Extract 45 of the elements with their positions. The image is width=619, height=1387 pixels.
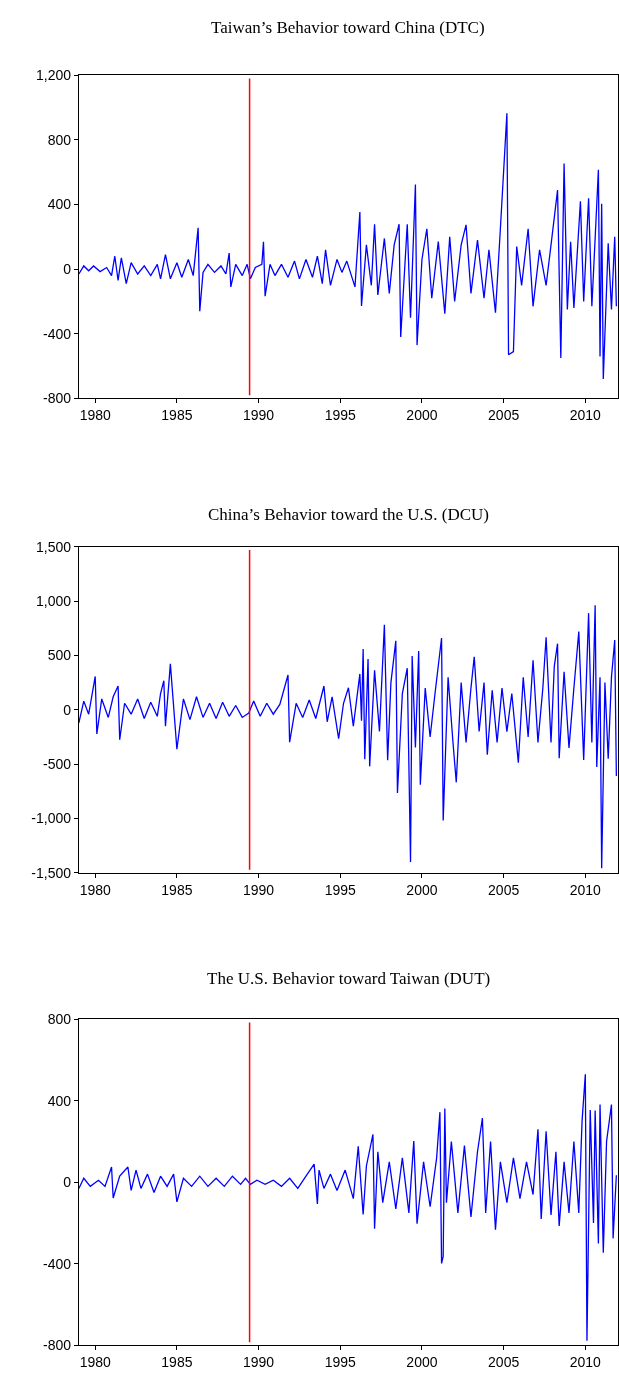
y-tick-label: -800 bbox=[43, 1337, 72, 1354]
x-tick-label: 2005 bbox=[488, 407, 520, 424]
chart-title: China’s Behavior toward the U.S. (DCU) bbox=[208, 505, 489, 524]
y-tick-label: -800 bbox=[43, 390, 72, 407]
y-tick-label: 400 bbox=[47, 196, 72, 213]
x-tick-label: 2005 bbox=[488, 881, 520, 898]
y-tick-label: 500 bbox=[47, 647, 72, 664]
y-tick-label: -500 bbox=[43, 756, 72, 773]
y-tick-label: -1,000 bbox=[31, 810, 72, 827]
x-tick-label: 1995 bbox=[324, 1354, 357, 1371]
line-series bbox=[78, 1073, 618, 1342]
x-tick-label: 1990 bbox=[243, 881, 275, 898]
x-tick-label: 1985 bbox=[161, 407, 193, 424]
x-tick-label: 1995 bbox=[324, 407, 357, 424]
y-tick-label: 800 bbox=[47, 131, 72, 148]
y-tick-label: 0 bbox=[63, 1174, 72, 1191]
y-tick-label: 400 bbox=[47, 1092, 72, 1109]
x-tick-label: 2010 bbox=[569, 881, 602, 898]
x-tick-label: 2000 bbox=[406, 881, 438, 898]
chart-title: The U.S. Behavior toward Taiwan (DUT) bbox=[207, 969, 491, 988]
line-series bbox=[78, 604, 618, 869]
x-tick-label: 1985 bbox=[161, 1354, 193, 1371]
y-tick-label: 800 bbox=[47, 1011, 72, 1028]
y-tick-label: 0 bbox=[63, 701, 72, 718]
x-tick-label: 2000 bbox=[406, 1354, 438, 1371]
y-tick-label: 1,200 bbox=[36, 67, 72, 84]
x-tick-label: 1980 bbox=[79, 1354, 111, 1371]
line-series bbox=[78, 112, 618, 380]
x-tick-label: 2000 bbox=[406, 407, 438, 424]
x-tick-label: 1990 bbox=[243, 1354, 275, 1371]
x-tick-label: 2005 bbox=[488, 1354, 520, 1371]
x-tick-label: 2010 bbox=[569, 407, 602, 424]
x-tick-label: 1990 bbox=[243, 407, 275, 424]
x-tick-label: 1980 bbox=[79, 881, 111, 898]
x-tick-label: 1995 bbox=[324, 881, 357, 898]
x-tick-label: 1985 bbox=[161, 881, 193, 898]
y-tick-label: 0 bbox=[63, 261, 72, 278]
y-tick-label: -400 bbox=[43, 325, 72, 342]
chart-title: Taiwan’s Behavior toward China (DTC) bbox=[211, 18, 485, 37]
y-tick-label: 1,000 bbox=[36, 592, 72, 609]
x-tick-label: 1980 bbox=[79, 407, 111, 424]
y-tick-label: 1,500 bbox=[36, 538, 72, 555]
x-tick-label: 2010 bbox=[569, 1354, 602, 1371]
y-tick-label: -400 bbox=[43, 1255, 72, 1272]
y-tick-label: -1,500 bbox=[31, 864, 72, 881]
